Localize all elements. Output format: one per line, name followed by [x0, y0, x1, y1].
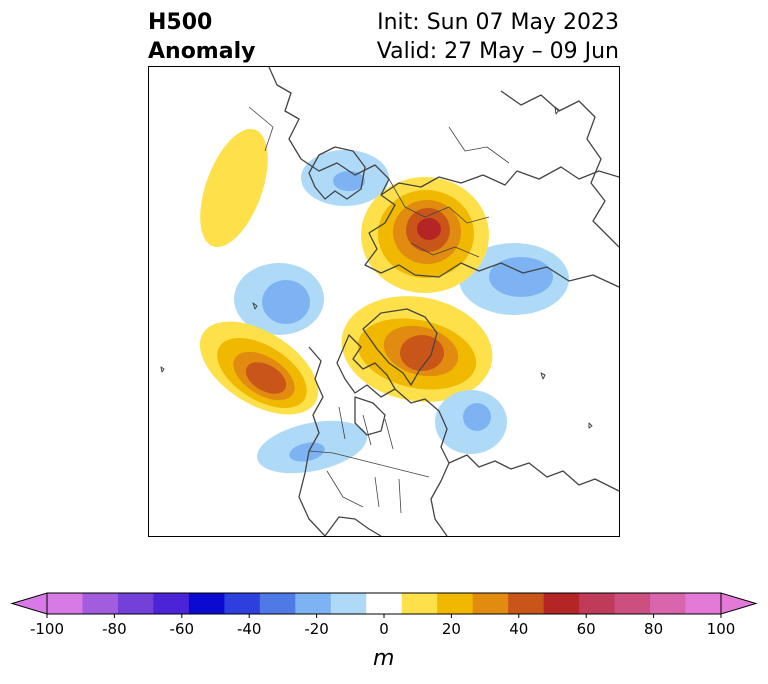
colorbar-segment	[82, 593, 119, 614]
map-title-right: Init: Sun 07 May 2023 Valid: 27 May – 09…	[377, 8, 619, 66]
colorbar-segment	[188, 593, 225, 614]
map-panel	[148, 66, 620, 537]
north-america-coastline	[298, 346, 326, 536]
negative-anomaly-scandinavia	[301, 150, 389, 206]
colorbar-tick-label: 40	[509, 620, 528, 638]
negative-anomaly-southwest-us	[256, 420, 368, 474]
colorbar-segment	[330, 593, 367, 614]
colorbar-segment	[579, 593, 616, 614]
colorbar-segment	[508, 593, 545, 614]
colorbar-tick-label: -60	[170, 620, 195, 638]
colorbar-tick-label: -20	[304, 620, 329, 638]
country-borders	[308, 406, 430, 514]
colorbar-segment	[295, 593, 332, 614]
colorbar-segment	[259, 593, 296, 614]
russia-arctic-coast	[380, 166, 619, 196]
colorbar-segment	[366, 593, 403, 614]
negative-anomaly-russia	[459, 243, 569, 315]
colorbar-tick-label: 60	[577, 620, 596, 638]
colorbar-tick-label: 80	[644, 620, 663, 638]
north-america-east-coast	[394, 388, 450, 536]
colorbar-segment	[437, 593, 474, 614]
positive-anomaly-greenland	[341, 296, 493, 402]
colorbar-segment	[117, 593, 155, 614]
anomaly-fill	[199, 128, 569, 474]
mexico-outline	[324, 516, 382, 536]
colorbar-segment	[224, 593, 261, 614]
alaska-coastline	[448, 454, 619, 492]
colorbar-extend-max	[720, 592, 758, 615]
negative-anomaly-atlantic	[234, 263, 324, 335]
map-title-left: H500 Anomaly	[148, 8, 255, 66]
islands	[160, 106, 593, 429]
greenland-outline	[362, 308, 438, 386]
colorbar-tick-label: 20	[442, 620, 461, 638]
valid-range: Valid: 27 May – 09 Jun	[376, 39, 619, 64]
colorbar-segment	[650, 593, 687, 614]
colorbar-tick-label: -100	[30, 620, 64, 638]
positive-anomaly-siberia	[361, 177, 489, 293]
colorbar-segment	[472, 593, 509, 614]
positive-anomaly-pacific	[199, 321, 319, 415]
colorbar-segment	[47, 593, 84, 614]
eurasia-coastline	[268, 67, 619, 288]
colorbar-tick-label: -40	[237, 620, 262, 638]
colorbar-segment	[401, 593, 438, 614]
colorbar-tick-label: 100	[707, 620, 736, 638]
anomaly-map	[160, 67, 619, 536]
scandinavia-outline	[308, 146, 366, 200]
colorbar-segment	[543, 593, 580, 614]
colorbar-segment	[614, 593, 651, 614]
variable-type: Anomaly	[148, 39, 256, 64]
hudson-bay	[354, 396, 386, 436]
colorbar-segment	[153, 593, 190, 614]
far-east-coast	[500, 90, 619, 248]
negative-anomaly-bering	[435, 390, 507, 454]
colorbar-segment	[685, 593, 722, 614]
init-date: Init: Sun 07 May 2023	[377, 10, 619, 35]
colorbar: -100 -80 -60 -40 -20 0 20 40 60 80 100	[10, 592, 758, 638]
variable-name: H500	[148, 10, 213, 35]
colorbar-units: m	[373, 646, 395, 671]
colorbar-segments	[47, 593, 722, 614]
land-outlines	[160, 67, 619, 536]
colorbar-ticks: -100 -80 -60 -40 -20 0 20 40 60 80 100	[30, 614, 735, 638]
eurasia-borders	[248, 106, 510, 258]
colorbar-tick-label: -80	[102, 620, 127, 638]
colorbar-extend-min	[10, 592, 48, 615]
colorbar-tick-label: 0	[379, 620, 389, 638]
positive-anomaly-atlantic	[200, 128, 268, 248]
